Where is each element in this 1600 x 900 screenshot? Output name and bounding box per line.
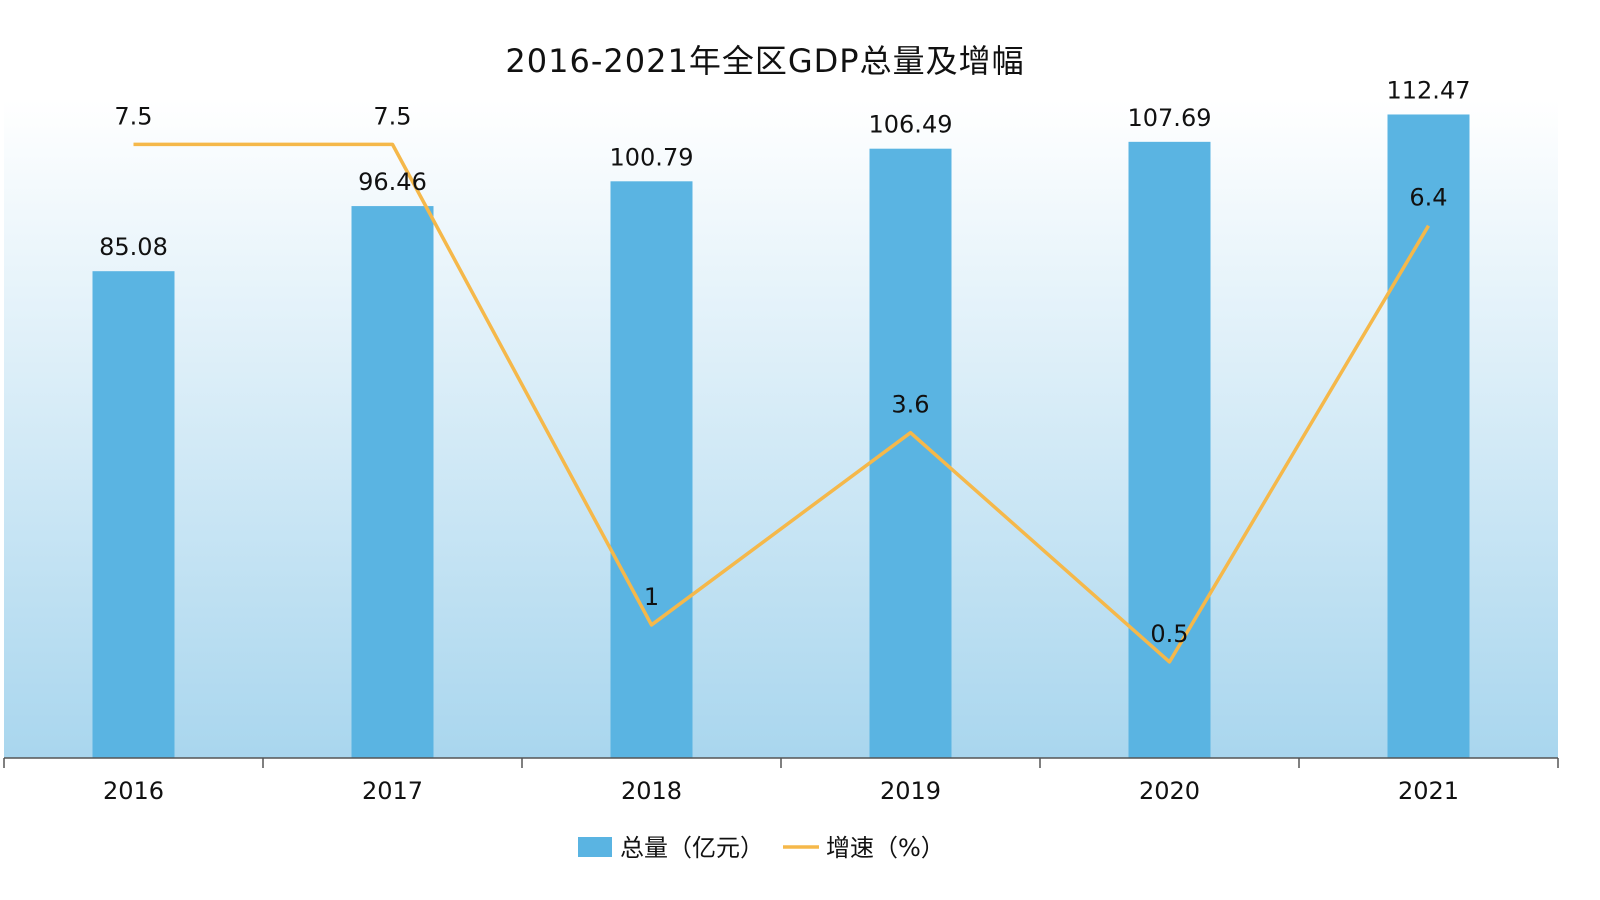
bar-2016 bbox=[92, 271, 175, 758]
bar-value-label-2021: 112.47 bbox=[1387, 76, 1471, 104]
bar-value-label-2017: 96.46 bbox=[358, 168, 427, 196]
bar-series bbox=[92, 114, 1470, 758]
bar-value-label-2019: 106.49 bbox=[869, 111, 953, 139]
data-labels: 85.08 96.46 100.79 106.49 107.69 112.47 7.5 7.5… bbox=[99, 76, 1470, 647]
growth-line bbox=[133, 142, 1431, 664]
x-tick-label-2016: 2016 bbox=[103, 777, 164, 805]
legend-bar-swatch bbox=[578, 837, 612, 857]
chart-title: 2016-2021年全区GDP总量及增幅 bbox=[505, 42, 1024, 80]
legend-line-label: 增速（%） bbox=[826, 834, 945, 862]
x-tick-label-2020: 2020 bbox=[1139, 777, 1200, 805]
plot-area-background bbox=[4, 100, 1558, 758]
x-tick-label-2021: 2021 bbox=[1398, 777, 1459, 805]
x-tick-label-2017: 2017 bbox=[362, 777, 423, 805]
bar-2020 bbox=[1128, 141, 1211, 758]
x-tick-label-2019: 2019 bbox=[880, 777, 941, 805]
line-series bbox=[133, 142, 1431, 664]
x-axis: 2016 2017 2018 2019 2020 2021 bbox=[3, 757, 1559, 805]
bar-2018 bbox=[610, 181, 693, 758]
legend: 总量（亿元） 增速（%） bbox=[578, 834, 945, 862]
line-value-label-2021: 6.4 bbox=[1409, 184, 1447, 212]
line-value-label-2016: 7.5 bbox=[114, 102, 152, 130]
legend-bar-label: 总量（亿元） bbox=[620, 834, 764, 862]
line-value-label-2018: 1 bbox=[644, 583, 659, 611]
x-tick-label-2018: 2018 bbox=[621, 777, 682, 805]
bar-value-label-2016: 85.08 bbox=[99, 233, 168, 261]
line-value-label-2019: 3.6 bbox=[891, 391, 929, 419]
bar-value-label-2018: 100.79 bbox=[610, 143, 694, 171]
bar-2021 bbox=[1387, 114, 1470, 758]
bar-value-label-2020: 107.69 bbox=[1128, 104, 1212, 132]
line-value-label-2020: 0.5 bbox=[1150, 620, 1188, 648]
line-value-label-2017: 7.5 bbox=[373, 102, 411, 130]
bar-2017 bbox=[351, 206, 434, 758]
